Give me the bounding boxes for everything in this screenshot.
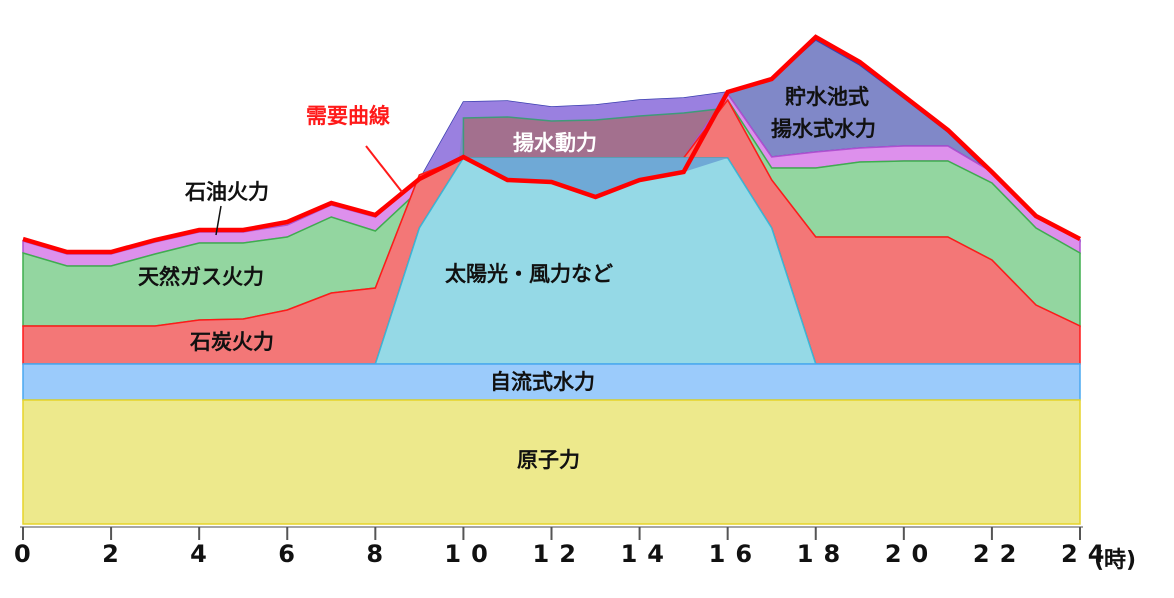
reservoir-label-line2: 揚水式水力 <box>771 117 876 141</box>
nuclear-area <box>22 399 1081 525</box>
run-of-river-label: 自流式水力 <box>490 370 595 394</box>
demand-curve-line <box>22 34 1082 255</box>
gas-label: 天然ガス火力 <box>138 265 264 289</box>
annotations <box>215 145 403 236</box>
pumping-label: 揚水動力 <box>513 131 597 155</box>
x-tick-label: 16 <box>708 540 763 568</box>
x-tick-label: 20 <box>884 540 939 568</box>
demand-label-leader <box>365 145 403 193</box>
surplus-solar-area <box>463 158 728 197</box>
x-tick-label: 18 <box>796 540 851 568</box>
x-axis <box>20 526 1083 540</box>
x-tick-label: 12 <box>532 540 586 568</box>
x-tick-label: 4 <box>190 540 217 568</box>
reservoir-band-daytime <box>419 92 728 524</box>
coal-label: 石炭火力 <box>190 330 274 354</box>
x-tick-label: 24 <box>1061 540 1115 568</box>
oil-label: 石油火力 <box>185 180 269 204</box>
x-tick-label: 22 <box>972 540 1027 568</box>
stacked-areas <box>22 34 1082 525</box>
solar-wind-label: 太陽光・風力など <box>445 262 613 286</box>
x-tick-label: 6 <box>278 540 305 568</box>
x-tick-label: 10 <box>444 540 498 568</box>
x-tick-label: 14 <box>620 540 674 568</box>
x-tick-label: 8 <box>366 540 394 568</box>
x-tick-label: 2 <box>102 540 129 568</box>
nuclear-label: 原子力 <box>517 448 580 472</box>
x-tick-label: 0 <box>14 540 41 568</box>
x-axis-unit: (時) <box>1094 548 1137 573</box>
demand-curve-label: 需要曲線 <box>306 104 390 128</box>
reservoir-label-line1: 貯水池式 <box>785 85 869 109</box>
oil-label-leader <box>215 205 222 236</box>
